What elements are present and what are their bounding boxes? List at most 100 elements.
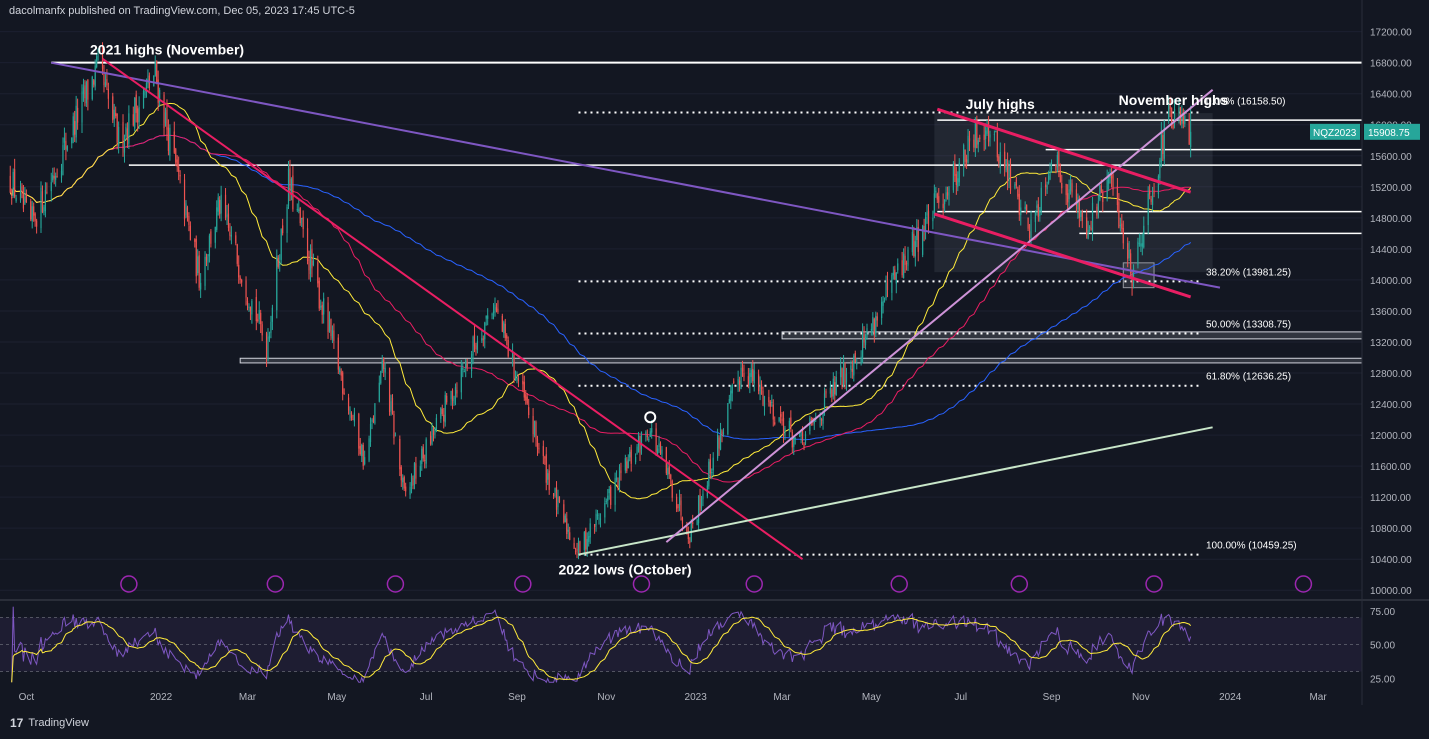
candle-body (987, 122, 990, 142)
candle-body (56, 176, 58, 178)
candle-body (260, 312, 262, 325)
candle-body (1008, 165, 1010, 180)
candle-body (125, 126, 127, 137)
fibonacci-label: 50.00% (13308.75) (1206, 320, 1291, 331)
candle-body (620, 470, 622, 474)
candle-body (245, 280, 247, 298)
y-tick-label: 10800.00 (1370, 524, 1412, 535)
candle-body (34, 213, 36, 222)
candle-body (681, 517, 684, 524)
candle-body (762, 390, 764, 405)
trendline-magenta-descending (101, 57, 804, 561)
candle-body (1024, 206, 1026, 210)
candle-body (198, 255, 200, 288)
replay-marker-icon (745, 575, 763, 593)
candle-body (712, 457, 714, 471)
candle-body (214, 226, 216, 243)
candle-body (145, 83, 148, 93)
candle-body (118, 126, 120, 146)
candle-body (1162, 135, 1164, 154)
y-tick-label: 17200.00 (1370, 28, 1412, 39)
candle-body (513, 354, 515, 379)
candle-body (390, 401, 392, 411)
candle-body (1172, 124, 1174, 129)
candle-body (429, 435, 432, 444)
candle-body (1099, 185, 1101, 200)
candle-body (1018, 193, 1020, 215)
candle-body (487, 315, 489, 319)
candle-body (772, 404, 774, 420)
rsi-panel (0, 599, 1429, 672)
candle-body (128, 113, 130, 144)
candle-body (1143, 225, 1145, 248)
candle-body (159, 90, 161, 102)
candle-body (372, 417, 375, 423)
candle-body (525, 394, 527, 401)
candle-body (290, 178, 293, 191)
candle-body (154, 61, 156, 76)
candle-body (425, 439, 427, 464)
candle-body (803, 443, 805, 448)
candle-body (435, 417, 438, 431)
candle-body (337, 337, 339, 370)
candle-body (1055, 164, 1057, 171)
candle-body (1137, 241, 1139, 266)
candle-body (557, 496, 559, 508)
candle-body (339, 368, 341, 373)
candle-body (968, 138, 971, 142)
candle-body (976, 119, 978, 148)
candle-body (462, 367, 464, 370)
candle-body (779, 414, 782, 417)
candle-body (823, 393, 826, 413)
candle-body (542, 446, 544, 457)
candle-body (176, 159, 178, 168)
candle-body (412, 477, 414, 486)
candle-body (239, 277, 241, 281)
candle-body (916, 227, 918, 240)
x-tick-label: Jul (420, 692, 433, 703)
candle-body (800, 431, 802, 436)
candle-body (178, 166, 180, 172)
candle-body (680, 500, 682, 516)
candle-body (1097, 201, 1099, 212)
replay-marker-icon (386, 575, 405, 593)
tradingview-logo: 17 TradingView (10, 716, 89, 730)
candle-body (236, 244, 238, 264)
candle-body (43, 207, 45, 213)
candle-body (535, 421, 537, 440)
candle-body (267, 337, 269, 360)
trendline-lilac-support (665, 89, 1214, 543)
candle-body (134, 98, 136, 129)
candle-body (692, 522, 694, 524)
candle-body (722, 432, 725, 434)
candle-body (289, 168, 291, 192)
candle-body (84, 85, 86, 99)
y-tick-label: 14000.00 (1370, 276, 1412, 287)
candle-body (1014, 184, 1016, 189)
moving-averages (9, 102, 1192, 500)
publisher-header: dacolmanfx published on TradingView.com,… (9, 5, 355, 17)
candle-body (116, 113, 118, 143)
candle-body (424, 459, 426, 461)
candle-body (781, 419, 783, 421)
candle-body (186, 207, 189, 218)
candle-body (1112, 173, 1114, 190)
candle-body (1119, 224, 1121, 226)
candle-body (450, 390, 452, 399)
candle-body (689, 541, 691, 543)
candle-body (1138, 243, 1140, 244)
candle-body (241, 279, 243, 283)
candle-body (475, 345, 477, 349)
candle-body (788, 420, 790, 431)
x-tick-label: 2024 (1219, 692, 1242, 703)
candle-body (301, 217, 303, 220)
candle-body (219, 199, 221, 215)
candle-body (577, 541, 580, 554)
candle-body (774, 422, 776, 425)
candle-body (226, 214, 228, 217)
candle-body (77, 107, 79, 123)
candle-body (137, 108, 139, 123)
x-tick-label: Jul (954, 692, 967, 703)
candle-body (911, 231, 913, 253)
